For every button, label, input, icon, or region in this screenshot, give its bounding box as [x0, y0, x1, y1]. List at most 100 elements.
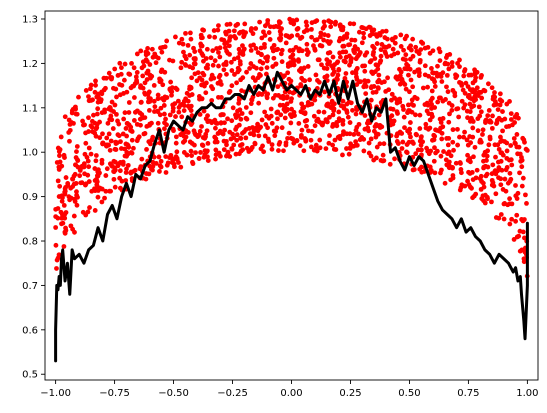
scatter-point: [376, 112, 382, 118]
scatter-point: [331, 108, 337, 114]
scatter-point: [389, 91, 395, 97]
scatter-point: [199, 77, 205, 83]
scatter-point: [304, 47, 310, 53]
scatter-point: [444, 52, 450, 58]
scatter-point: [303, 19, 309, 25]
scatter-point: [138, 48, 144, 54]
scatter-point: [457, 187, 463, 193]
scatter-point: [447, 111, 452, 117]
scatter-point: [296, 58, 301, 64]
scatter-point: [468, 72, 474, 78]
scatter-point: [402, 66, 408, 72]
scatter-point: [144, 146, 149, 152]
scatter-point: [284, 101, 290, 107]
scatter-point: [523, 192, 528, 198]
scatter-point: [233, 126, 239, 132]
scatter-point: [205, 141, 211, 146]
scatter-point: [492, 168, 498, 174]
scatter-point: [94, 125, 100, 130]
scatter-point: [443, 60, 448, 66]
scatter-point: [204, 128, 210, 134]
scatter-point: [171, 128, 176, 134]
scatter-point: [462, 129, 467, 135]
scatter-point: [61, 203, 67, 208]
scatter-point: [364, 50, 370, 56]
scatter-point: [57, 183, 63, 189]
scatter-point: [368, 97, 374, 103]
scatter-point: [115, 118, 120, 124]
scatter-point: [294, 138, 300, 143]
scatter-point: [378, 53, 384, 59]
scatter-point: [89, 118, 95, 124]
scatter-point: [179, 114, 185, 120]
scatter-point: [138, 164, 144, 169]
scatter-point: [240, 52, 246, 57]
scatter-point: [86, 94, 91, 99]
scatter-point: [500, 128, 505, 134]
scatter-point: [429, 88, 435, 94]
scatter-point: [397, 129, 403, 135]
scatter-point: [141, 63, 147, 69]
scatter-point: [459, 182, 465, 188]
scatter-point: [238, 116, 244, 122]
scatter-point: [268, 106, 274, 112]
scatter-point: [319, 43, 325, 49]
scatter-point: [443, 157, 449, 163]
scatter-point: [340, 132, 346, 137]
scatter-point: [285, 70, 291, 76]
scatter-point: [205, 113, 210, 119]
y-tick-label: 1.2: [22, 59, 38, 70]
scatter-point: [444, 84, 449, 90]
scatter-point: [147, 62, 153, 67]
scatter-point: [180, 139, 186, 145]
scatter-point: [283, 140, 289, 146]
scatter-point: [176, 40, 182, 46]
scatter-point: [348, 100, 354, 106]
scatter-point: [129, 137, 135, 143]
scatter-point: [106, 131, 112, 137]
scatter-point: [175, 98, 181, 104]
scatter-point: [281, 148, 286, 154]
scatter-point: [354, 107, 360, 113]
scatter-point: [198, 150, 203, 155]
scatter-point: [370, 71, 376, 76]
scatter-point: [240, 130, 245, 136]
scatter-point: [353, 111, 359, 117]
scatter-point: [189, 75, 195, 81]
scatter-point: [119, 82, 125, 88]
scatter-point: [493, 154, 498, 160]
scatter-point: [109, 75, 115, 80]
scatter-point: [67, 138, 72, 144]
scatter-point: [142, 115, 148, 120]
scatter-point: [407, 131, 412, 136]
scatter-point: [259, 52, 264, 58]
scatter-point: [485, 113, 491, 118]
scatter-point: [193, 150, 198, 155]
scatter-point: [179, 59, 185, 65]
scatter-point: [404, 61, 409, 67]
scatter-point: [472, 70, 478, 75]
scatter-point: [199, 124, 204, 129]
scatter-point: [450, 139, 456, 145]
scatter-point: [397, 66, 402, 72]
scatter-point: [507, 170, 513, 176]
scatter-point: [377, 30, 382, 36]
scatter-point: [150, 134, 156, 140]
scatter-point: [305, 64, 311, 69]
scatter-point: [456, 114, 462, 120]
scatter-point: [222, 45, 228, 51]
scatter-point: [103, 173, 109, 178]
scatter-point: [167, 112, 173, 118]
scatter-point: [185, 103, 191, 109]
scatter-point: [85, 172, 91, 178]
scatter-point: [481, 158, 486, 164]
scatter-point: [94, 94, 100, 100]
scatter-point: [450, 175, 456, 181]
scatter-point: [236, 151, 242, 157]
scatter-point: [414, 132, 420, 138]
scatter-point: [161, 97, 167, 103]
scatter-point: [266, 115, 272, 121]
scatter-point: [304, 118, 310, 123]
scatter-point: [264, 65, 270, 70]
scatter-point: [77, 173, 83, 179]
